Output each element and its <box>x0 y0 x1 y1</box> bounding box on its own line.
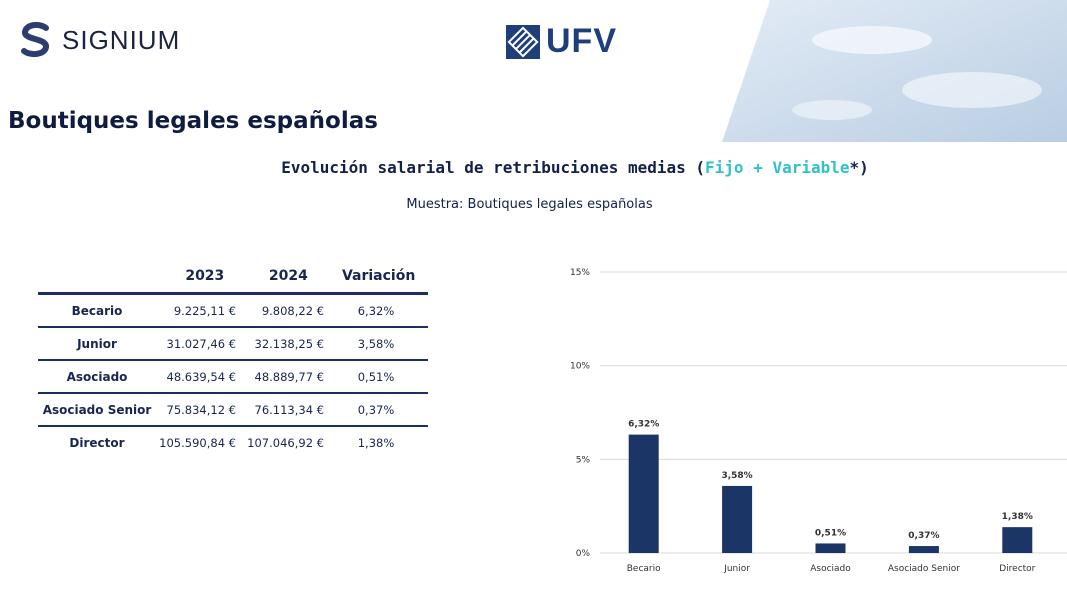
variation-bar-chart: 0% 5% 10% 15% 6,32% Becario 3,58% Junior 0,51% As… <box>570 268 1067 574</box>
table-header-cell: 2024 <box>268 268 308 284</box>
bar <box>722 485 753 553</box>
table-cell-category: Junior <box>77 336 117 351</box>
signium-s-icon <box>21 22 49 58</box>
table-cell-2024: 76.113,34 € <box>254 402 325 417</box>
table-cell-2023: 105.590,84 € <box>159 435 236 450</box>
table-cell-variation: 0,51% <box>357 369 395 384</box>
table-cell-2023: 48.639,54 € <box>166 369 237 384</box>
bar <box>1002 527 1033 553</box>
table-row: Asociado Senior 75.834,12 € 76.113,34 € … <box>38 394 428 427</box>
signium-wordmark: SIGNIUM <box>62 24 181 55</box>
y-tick-label: 15% <box>570 268 590 278</box>
data-label: 0,37% <box>908 531 939 541</box>
table-cell-category: Asociado <box>66 369 128 384</box>
x-tick-label: Director <box>999 564 1035 574</box>
table-cell-2024: 48.889,77 € <box>254 369 325 384</box>
bar <box>628 434 659 553</box>
x-tick-label: Asociado Senior <box>888 564 960 574</box>
ufv-wordmark: UFV <box>546 22 617 60</box>
data-label: 0,51% <box>815 528 846 538</box>
data-label: 6,32% <box>628 420 659 430</box>
table-cell-variation: 6,32% <box>357 303 395 318</box>
table-cell-2024: 32.138,25 € <box>254 336 325 351</box>
x-tick-label: Asociado <box>810 564 851 574</box>
table-row: Junior 31.027,46 € 32.138,25 € 3,58% <box>38 328 428 361</box>
chart-subtitle: Evolución salarial de retribuciones medi… <box>0 158 1067 177</box>
table-cell-2024: 9.808,22 € <box>261 303 324 318</box>
page-title: Boutiques legales españolas <box>8 108 378 134</box>
table-row: Becario 9.225,11 € 9.808,22 € 6,32% <box>38 295 428 328</box>
signium-logo: SIGNIUM <box>20 22 180 58</box>
subtitle-part-2: *) <box>849 158 869 177</box>
table-cell-variation: 3,58% <box>357 336 395 351</box>
data-label: 3,58% <box>721 471 752 481</box>
salary-table: 2023 2024 Variación Becario 9.225,11 € 9… <box>38 260 428 458</box>
y-tick-label: 0% <box>576 549 591 559</box>
data-label: 1,38% <box>1002 512 1033 522</box>
bar <box>908 546 939 553</box>
ufv-logo: UFV <box>506 22 617 61</box>
table-cell-variation: 1,38% <box>357 435 395 450</box>
x-tick-label: Becario <box>627 564 661 574</box>
table-cell-category: Asociado Senior <box>42 402 152 417</box>
sample-label: Muestra: Boutiques legales españolas <box>406 197 653 212</box>
y-tick-label: 5% <box>576 455 591 465</box>
table-cell-2024: 107.046,92 € <box>247 435 324 450</box>
subtitle-highlight: Fijo + Variable <box>705 158 850 177</box>
table-cell-2023: 9.225,11 € <box>173 303 236 318</box>
sky-banner-image <box>722 0 1067 142</box>
table-header-row: 2023 2024 Variación <box>38 260 428 295</box>
y-tick-label: 10% <box>570 362 590 372</box>
table-row: Asociado 48.639,54 € 48.889,77 € 0,51% <box>38 361 428 394</box>
table-cell-2023: 75.834,12 € <box>166 402 237 417</box>
table-cell-category: Becario <box>71 303 123 318</box>
subtitle-part-1: Evolución salarial de retribuciones medi… <box>281 158 706 177</box>
bar <box>815 543 846 553</box>
table-cell-variation: 0,37% <box>357 402 395 417</box>
table-cell-2023: 31.027,46 € <box>166 336 237 351</box>
x-tick-label: Junior <box>723 564 750 574</box>
ufv-emblem-icon <box>506 24 540 59</box>
table-cell-category: Director <box>69 435 125 450</box>
table-header-cell: 2023 <box>185 268 225 284</box>
table-row: Director 105.590,84 € 107.046,92 € 1,38% <box>38 427 428 458</box>
table-header-cell: Variación <box>341 268 416 284</box>
